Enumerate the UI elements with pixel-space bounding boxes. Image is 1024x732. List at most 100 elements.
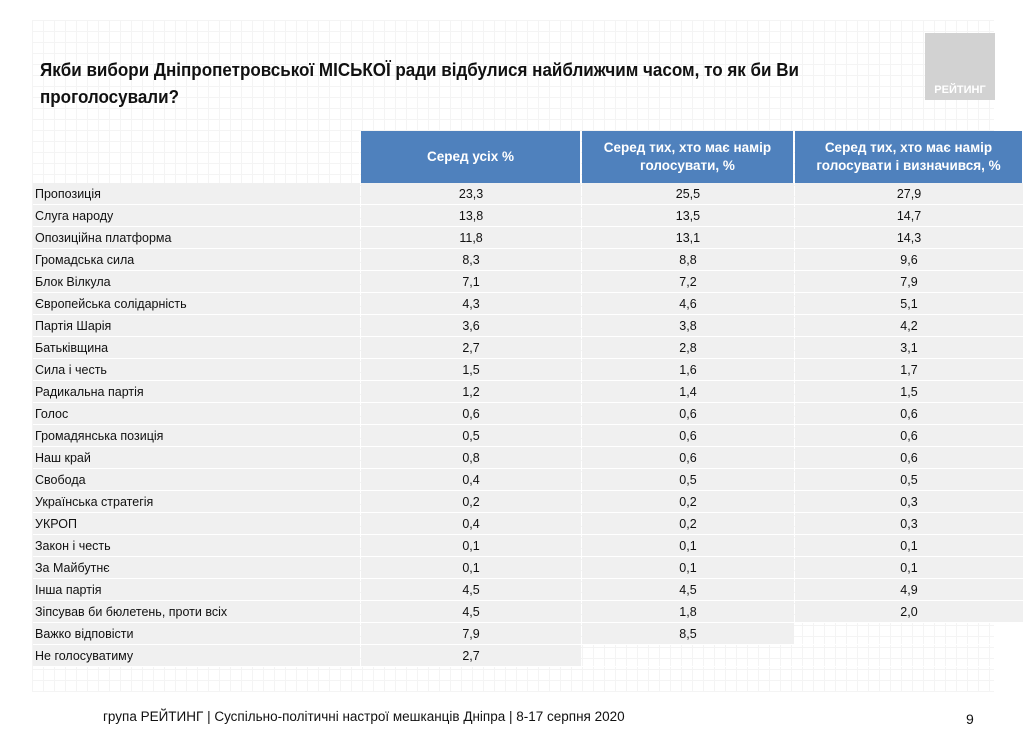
row-label: Громадська сила — [33, 249, 361, 271]
cell-value: 11,8 — [361, 227, 581, 249]
cell-value: 0,2 — [581, 491, 794, 513]
cell-value: 0,1 — [581, 557, 794, 579]
cell-value: 9,6 — [795, 249, 1023, 271]
page-title: Якби вибори Дніпропетровської МІСЬКОЇ ра… — [40, 59, 799, 107]
cell-value: 0,6 — [795, 425, 1023, 447]
cell-value: 0,1 — [581, 535, 794, 557]
cell-value: 3,1 — [795, 337, 1023, 359]
row-label: Опозиційна платформа — [33, 227, 361, 249]
table-row: Батьківщина 2,7 2,8 3,1 — [33, 337, 1023, 359]
row-label: Інша партія — [33, 579, 361, 601]
row-label: Зіпсував би бюлетень, проти всіх — [33, 601, 361, 623]
cell-value: 0,6 — [581, 447, 794, 469]
table-row: Радикальна партія 1,2 1,4 1,5 — [33, 381, 1023, 403]
cell-value: 1,8 — [581, 601, 794, 623]
cell-value: 1,4 — [581, 381, 794, 403]
cell-value: 2,7 — [361, 337, 581, 359]
column-header-decided: Серед тих, хто має намір голосувати і ви… — [795, 131, 1023, 183]
row-label: Радикальна партія — [33, 381, 361, 403]
cell-value: 0,6 — [795, 447, 1023, 469]
row-label: Не голосуватиму — [33, 645, 361, 667]
cell-value: 0,6 — [795, 403, 1023, 425]
cell-value: 0,8 — [361, 447, 581, 469]
row-label: Батьківщина — [33, 337, 361, 359]
table-row: Пропозиція 23,3 25,5 27,9 — [33, 183, 1023, 205]
results-table: Серед усіх % Серед тих, хто має намір го… — [32, 131, 1024, 667]
cell-value: 4,9 — [795, 579, 1023, 601]
cell-value: 0,3 — [795, 513, 1023, 535]
cell-value: 0,5 — [581, 469, 794, 491]
cell-value: 0,6 — [581, 403, 794, 425]
table-row: Сила і честь 1,5 1,6 1,7 — [33, 359, 1023, 381]
cell-value: 14,7 — [795, 205, 1023, 227]
cell-value: 7,2 — [581, 271, 794, 293]
row-label: Свобода — [33, 469, 361, 491]
row-label: Сила і честь — [33, 359, 361, 381]
table-row: За Майбутнє 0,1 0,1 0,1 — [33, 557, 1023, 579]
row-label: Блок Вілкула — [33, 271, 361, 293]
empty-cell — [795, 623, 1023, 645]
cell-value: 13,8 — [361, 205, 581, 227]
cell-value: 8,8 — [581, 249, 794, 271]
table-row: Свобода 0,4 0,5 0,5 — [33, 469, 1023, 491]
empty-cell — [795, 645, 1023, 667]
table-row: Інша партія 4,5 4,5 4,9 — [33, 579, 1023, 601]
row-label: Європейська солідарність — [33, 293, 361, 315]
cell-value: 4,6 — [581, 293, 794, 315]
table-row: Не голосуватиму 2,7 — [33, 645, 1023, 667]
logo-text: РЕЙТИНГ — [934, 84, 986, 96]
cell-value: 3,8 — [581, 315, 794, 337]
table-row: Партія Шарія 3,6 3,8 4,2 — [33, 315, 1023, 337]
cell-value: 8,3 — [361, 249, 581, 271]
cell-value: 7,1 — [361, 271, 581, 293]
cell-value: 1,7 — [795, 359, 1023, 381]
row-label: Наш край — [33, 447, 361, 469]
row-label: Українська стратегія — [33, 491, 361, 513]
rating-logo: РЕЙТИНГ — [925, 33, 995, 100]
table-row: Українська стратегія 0,2 0,2 0,3 — [33, 491, 1023, 513]
cell-value: 1,6 — [581, 359, 794, 381]
footer-text: група РЕЙТИНГ | Суспільно-політичні наст… — [103, 709, 625, 724]
table-row: Наш край 0,8 0,6 0,6 — [33, 447, 1023, 469]
cell-value: 4,5 — [361, 601, 581, 623]
cell-value: 25,5 — [581, 183, 794, 205]
cell-value: 1,5 — [361, 359, 581, 381]
cell-value: 0,5 — [795, 469, 1023, 491]
cell-value: 0,3 — [795, 491, 1023, 513]
table-row: Європейська солідарність 4,3 4,6 5,1 — [33, 293, 1023, 315]
cell-value: 14,3 — [795, 227, 1023, 249]
cell-value: 27,9 — [795, 183, 1023, 205]
row-label: Громадянська позиція — [33, 425, 361, 447]
row-label: Пропозиція — [33, 183, 361, 205]
cell-value: 0,1 — [361, 557, 581, 579]
cell-value: 8,5 — [581, 623, 794, 645]
row-label: УКРОП — [33, 513, 361, 535]
table-row: Слуга народу 13,8 13,5 14,7 — [33, 205, 1023, 227]
cell-value: 3,6 — [361, 315, 581, 337]
cell-value: 23,3 — [361, 183, 581, 205]
cell-value: 0,6 — [581, 425, 794, 447]
cell-value: 0,4 — [361, 513, 581, 535]
cell-value: 2,0 — [795, 601, 1023, 623]
cell-value: 1,2 — [361, 381, 581, 403]
column-header-all: Серед усіх % — [361, 131, 581, 183]
row-label: Голос — [33, 403, 361, 425]
column-header-intend: Серед тих, хто має намір голосувати, % — [581, 131, 794, 183]
cell-value: 0,1 — [795, 535, 1023, 557]
table-row: Опозиційна платформа 11,8 13,1 14,3 — [33, 227, 1023, 249]
table-row: Громадянська позиція 0,5 0,6 0,6 — [33, 425, 1023, 447]
cell-value: 4,2 — [795, 315, 1023, 337]
cell-value: 7,9 — [795, 271, 1023, 293]
header-blank — [33, 131, 361, 183]
cell-value: 4,5 — [581, 579, 794, 601]
cell-value: 0,1 — [361, 535, 581, 557]
cell-value: 0,2 — [361, 491, 581, 513]
cell-value: 0,6 — [361, 403, 581, 425]
cell-value: 4,3 — [361, 293, 581, 315]
cell-value: 5,1 — [795, 293, 1023, 315]
table-row: Голос 0,6 0,6 0,6 — [33, 403, 1023, 425]
cell-value: 1,5 — [795, 381, 1023, 403]
table-row: Громадська сила 8,3 8,8 9,6 — [33, 249, 1023, 271]
cell-value: 0,2 — [581, 513, 794, 535]
row-label: Важко відповісти — [33, 623, 361, 645]
